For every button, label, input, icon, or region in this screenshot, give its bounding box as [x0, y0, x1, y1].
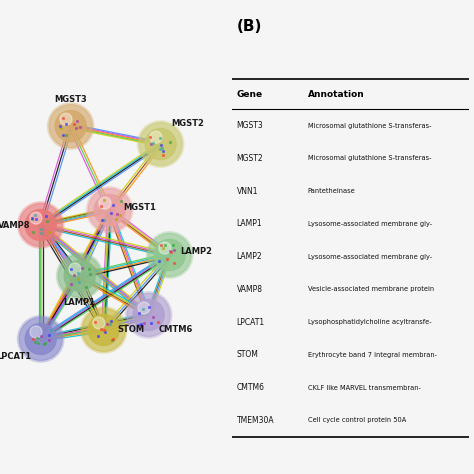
Text: TMEM30A: TMEM30A [237, 416, 274, 425]
Circle shape [69, 263, 81, 275]
Circle shape [81, 307, 127, 353]
Text: VAMP8: VAMP8 [237, 285, 263, 294]
Circle shape [99, 197, 111, 209]
Text: LAMP2: LAMP2 [237, 252, 262, 261]
Circle shape [56, 253, 103, 299]
Circle shape [64, 260, 95, 292]
Text: LPCAT1: LPCAT1 [0, 352, 31, 361]
Circle shape [47, 103, 94, 149]
Text: Lysosome-associated membrane gly-: Lysosome-associated membrane gly- [308, 254, 432, 260]
Text: STOM: STOM [237, 350, 258, 359]
Text: Lysophosphatidylcholine acyltransfe-: Lysophosphatidylcholine acyltransfe- [308, 319, 431, 325]
Circle shape [125, 292, 172, 338]
Circle shape [94, 194, 125, 226]
Circle shape [138, 302, 150, 314]
Circle shape [30, 212, 42, 224]
Circle shape [18, 202, 64, 248]
Circle shape [60, 113, 72, 125]
Circle shape [159, 242, 171, 254]
Circle shape [139, 122, 182, 166]
Text: CKLF like MARVEL transmembran-: CKLF like MARVEL transmembran- [308, 384, 421, 391]
Text: Erythrocyte band 7 integral membran-: Erythrocyte band 7 integral membran- [308, 352, 437, 358]
Text: CMTM6: CMTM6 [158, 326, 193, 335]
Text: Microsomal glutathione S-transferas-: Microsomal glutathione S-transferas- [308, 123, 431, 128]
Text: LAMP2: LAMP2 [181, 247, 212, 256]
Circle shape [137, 121, 184, 167]
Circle shape [145, 128, 176, 160]
Circle shape [19, 203, 62, 246]
Circle shape [133, 300, 164, 330]
Text: STOM: STOM [117, 326, 144, 335]
Circle shape [25, 323, 56, 355]
Circle shape [25, 210, 56, 240]
Text: MGST3: MGST3 [55, 95, 87, 104]
Circle shape [93, 317, 105, 329]
Text: Annotation: Annotation [308, 90, 365, 99]
Circle shape [18, 316, 64, 362]
Circle shape [146, 232, 193, 278]
Circle shape [127, 293, 170, 337]
Text: VNN1: VNN1 [237, 187, 258, 196]
Text: (B): (B) [237, 18, 262, 34]
Text: LPCAT1: LPCAT1 [237, 318, 265, 327]
Text: Pantetheinase: Pantetheinase [308, 188, 356, 194]
Circle shape [30, 326, 42, 338]
Circle shape [19, 317, 62, 361]
Text: VAMP8: VAMP8 [0, 220, 30, 229]
Text: LAMP1: LAMP1 [64, 299, 96, 308]
Text: Cell cycle control protein 50A: Cell cycle control protein 50A [308, 418, 406, 423]
Text: Lysosome-associated membrane gly-: Lysosome-associated membrane gly- [308, 221, 432, 227]
Circle shape [154, 239, 185, 271]
Text: MGST2: MGST2 [237, 154, 263, 163]
Circle shape [86, 187, 133, 233]
Text: LAMP1: LAMP1 [237, 219, 262, 228]
Text: MGST3: MGST3 [237, 121, 264, 130]
Text: MGST1: MGST1 [123, 202, 156, 211]
Circle shape [88, 189, 131, 232]
Circle shape [58, 255, 101, 298]
Text: Vesicle-associated membrane protein: Vesicle-associated membrane protein [308, 286, 434, 292]
Circle shape [148, 233, 191, 276]
Text: Gene: Gene [237, 90, 263, 99]
Circle shape [55, 110, 86, 142]
Circle shape [88, 314, 119, 346]
Circle shape [150, 131, 162, 143]
Text: CMTM6: CMTM6 [237, 383, 264, 392]
Circle shape [49, 105, 92, 148]
Text: Microsomal glutathione S-transferas-: Microsomal glutathione S-transferas- [308, 155, 431, 161]
Text: MGST2: MGST2 [171, 118, 204, 128]
Circle shape [82, 308, 125, 352]
